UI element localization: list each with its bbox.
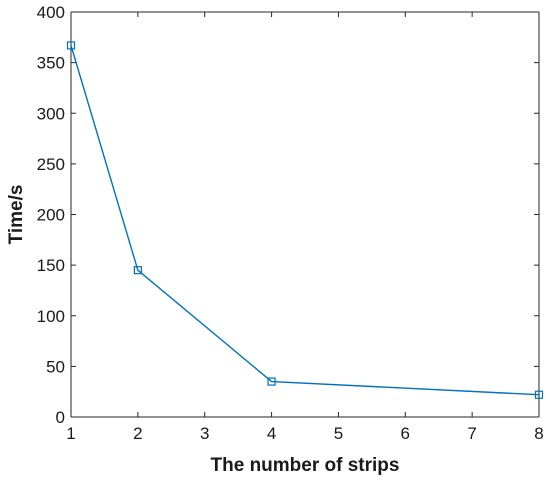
y-axis-label: Time/s — [6, 185, 27, 245]
data-point-marker — [534, 390, 544, 399]
plot-area-frame — [70, 11, 540, 418]
x-tick-label: 8 — [534, 424, 543, 443]
y-tick-label: 200 — [37, 206, 65, 225]
data-point-marker — [66, 41, 76, 50]
y-tick-label: 250 — [37, 155, 65, 174]
y-tick-label: 0 — [56, 408, 65, 427]
x-tick-label: 5 — [334, 424, 343, 443]
y-tick-label: 400 — [37, 3, 65, 22]
y-tick-label: 300 — [37, 104, 65, 123]
data-point-marker — [133, 266, 142, 275]
y-tick-label: 150 — [37, 256, 65, 275]
x-tick-label: 1 — [66, 424, 75, 443]
series-line — [70, 45, 540, 396]
data-point-marker — [267, 377, 276, 386]
x-tick-label: 3 — [200, 424, 209, 443]
x-tick-label: 4 — [267, 424, 276, 443]
y-tick-label: 350 — [37, 54, 65, 73]
x-axis-ticks: 1 2 3 4 5 6 7 8 — [66, 12, 544, 443]
y-axis-ticks: 0 50 100 150 200 250 300 350 400 — [37, 3, 539, 427]
x-axis-label: The number of strips — [211, 455, 400, 476]
x-tick-label: 7 — [467, 424, 476, 443]
y-tick-label: 50 — [46, 357, 65, 376]
x-tick-label: 2 — [133, 424, 142, 443]
series-layer — [66, 41, 544, 399]
y-tick-label: 100 — [37, 307, 65, 326]
x-tick-label: 6 — [401, 424, 410, 443]
